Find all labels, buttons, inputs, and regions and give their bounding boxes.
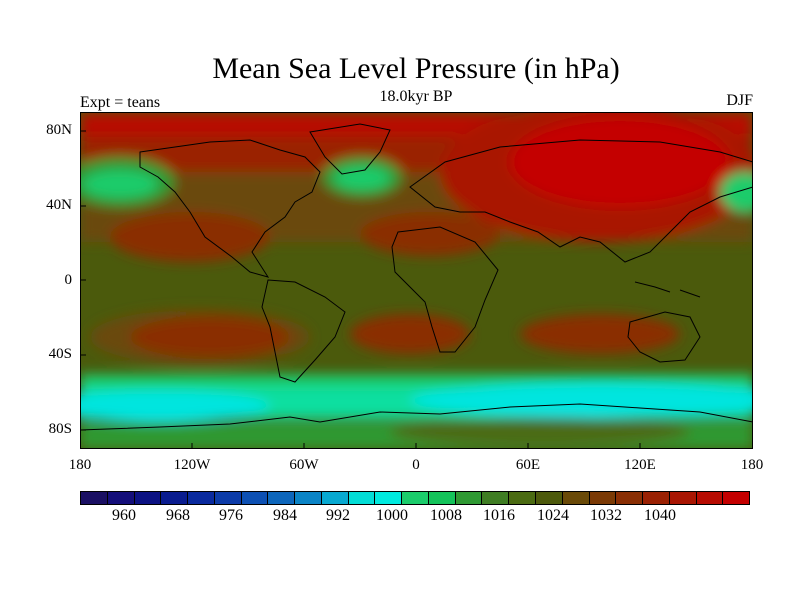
colorbar-swatch (455, 492, 483, 504)
pressure-contour-fill (80, 112, 753, 449)
lat-label-40s: 40S (48, 346, 72, 362)
colorbar-swatch (375, 492, 403, 504)
colorbar-swatch (268, 492, 296, 504)
colorbar-swatch (295, 492, 322, 504)
lat-label-80s: 80S (48, 421, 72, 437)
colorbar-swatch (188, 492, 215, 504)
colorbar-label: 1040 (644, 507, 676, 524)
colorbar-swatch (509, 492, 537, 504)
colorbar-swatch (161, 492, 189, 504)
colorbar-label: 1032 (590, 507, 622, 524)
lon-label-60e: 60E (515, 457, 541, 473)
colorbar-swatch (321, 492, 349, 504)
colorbar-swatch (536, 492, 563, 504)
colorbar-swatch (562, 492, 590, 504)
colorbar-swatch (669, 492, 697, 504)
colorbar-label: 960 (112, 507, 136, 524)
axis-ticks (80, 130, 641, 449)
colorbar-swatch (482, 492, 510, 504)
colorbar-label: 968 (166, 507, 190, 524)
colorbar-label: 1000 (376, 507, 408, 524)
colorbar-swatch (616, 492, 644, 504)
colorbar-swatch (428, 492, 456, 504)
colorbar-label: 1008 (430, 507, 462, 524)
lat-label-80n: 80N (46, 122, 72, 138)
map-title: Mean Sea Level Pressure (in hPa) (212, 52, 620, 85)
colorbar-swatch (696, 492, 724, 504)
lat-label-0: 0 (64, 272, 73, 288)
colorbar-swatch (723, 492, 750, 504)
lon-label-180w: 180 (68, 457, 92, 473)
pressure-map (80, 112, 753, 449)
experiment-label: Expt = teans (80, 94, 161, 111)
colorbar-swatch (214, 492, 242, 504)
colorbar-swatch (241, 492, 269, 504)
colorbar-swatch (134, 492, 162, 504)
coastlines (80, 123, 753, 431)
colorbar-swatch (402, 492, 429, 504)
colorbar-swatch (643, 492, 670, 504)
colorbar-swatch (81, 492, 108, 504)
lon-label-180e: 180 (740, 457, 764, 473)
lon-label-120w: 120W (173, 457, 211, 473)
lat-label-40n: 40N (46, 197, 72, 213)
colorbar-label: 1016 (483, 507, 515, 524)
lon-label-60w: 60W (289, 457, 319, 473)
colorbar-swatch (107, 492, 135, 504)
colorbar (80, 491, 750, 505)
season-label: DJF (726, 92, 753, 109)
lon-label-120e: 120E (624, 457, 656, 473)
colorbar-label: 992 (326, 507, 350, 524)
colorbar-label: 1024 (537, 507, 569, 524)
colorbar-swatch (589, 492, 617, 504)
colorbar-label: 976 (219, 507, 243, 524)
time-label: 18.0kyr BP (379, 88, 453, 105)
colorbar-label: 984 (273, 507, 297, 524)
colorbar-swatch (348, 492, 376, 504)
lon-label-0: 0 (412, 457, 420, 473)
